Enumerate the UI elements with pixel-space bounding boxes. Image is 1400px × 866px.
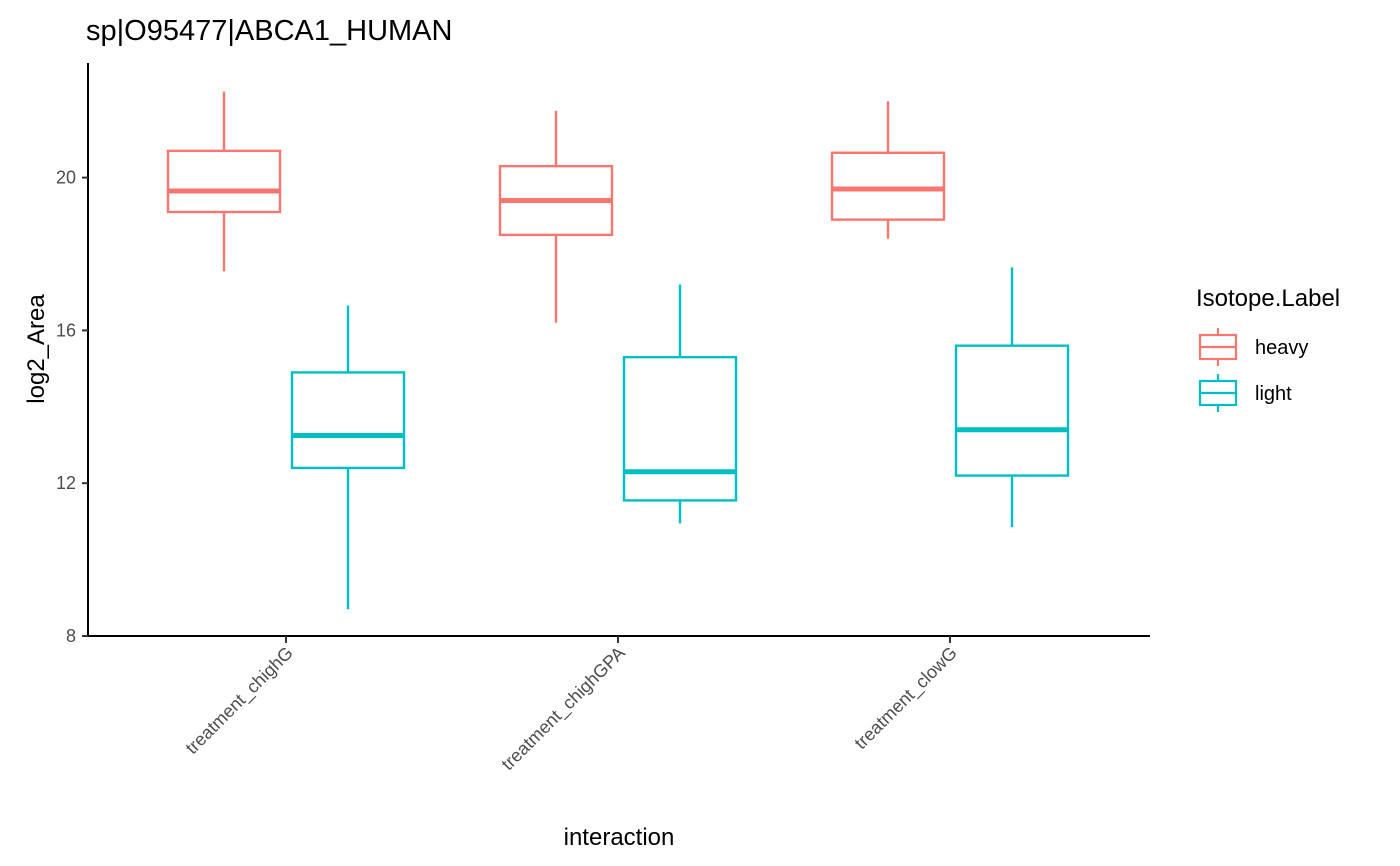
box-heavy-1 bbox=[498, 110, 614, 323]
legend-title: Isotope.Label bbox=[1196, 285, 1340, 312]
y-tick-label: 12 bbox=[56, 473, 76, 493]
y-tick-label: 20 bbox=[56, 168, 76, 188]
box-heavy-0 bbox=[166, 91, 282, 272]
legend: Isotope.Label heavy light bbox=[1196, 285, 1340, 412]
chart-title: sp|O95477|ABCA1_HUMAN bbox=[86, 15, 452, 47]
legend-label: heavy bbox=[1255, 337, 1308, 359]
box-iqr bbox=[830, 151, 946, 221]
legend-key-heavy bbox=[1198, 328, 1238, 366]
box-iqr bbox=[622, 355, 738, 502]
x-axis-title: interaction bbox=[564, 824, 675, 851]
legend-label: light bbox=[1255, 383, 1292, 405]
x-tick-label: treatment_chighGPA bbox=[497, 643, 629, 775]
box-light-0 bbox=[290, 305, 406, 610]
x-axis-ticks: treatment_chighG treatment_chighGPA treatm… bbox=[182, 636, 962, 775]
y-tick-label: 8 bbox=[66, 626, 76, 646]
y-tick-label: 16 bbox=[56, 320, 76, 340]
box-heavy-2 bbox=[830, 101, 946, 239]
x-tick-label: treatment_chighG bbox=[182, 643, 298, 759]
y-axis-title: log2_Area bbox=[23, 294, 50, 404]
x-tick-label: treatment_clowG bbox=[850, 643, 961, 754]
legend-key-light bbox=[1198, 374, 1238, 412]
box-iqr bbox=[166, 149, 282, 214]
y-axis-ticks: 8 12 16 20 bbox=[56, 168, 88, 646]
box-light-1 bbox=[622, 284, 738, 524]
box-iqr bbox=[954, 344, 1070, 477]
box-iqr bbox=[290, 371, 406, 470]
box-light-2 bbox=[954, 267, 1070, 528]
plot-area bbox=[166, 91, 1070, 610]
